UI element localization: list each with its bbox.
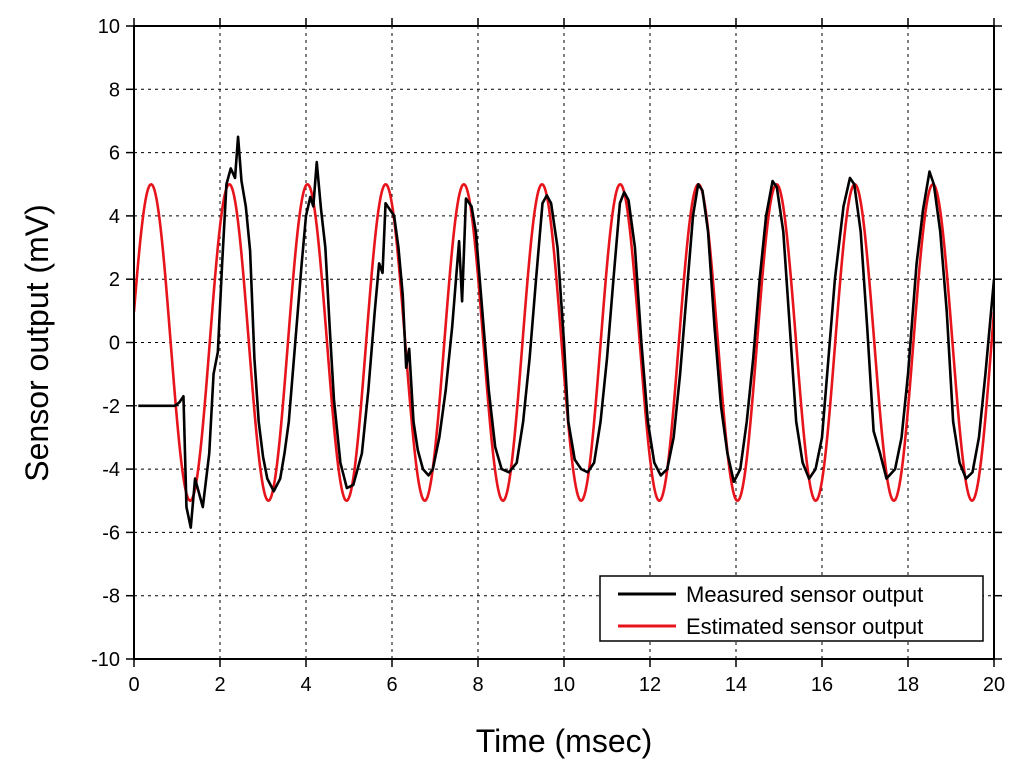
x-tick-label: 14 (725, 674, 747, 696)
y-axis-title: Sensor output (mV) (19, 204, 55, 481)
x-axis-title: Time (msec) (476, 723, 653, 759)
series-line-measured (138, 135, 994, 529)
y-tick-label: 6 (109, 143, 120, 165)
y-tick-label: 8 (109, 79, 120, 101)
legend-label-measured: Measured sensor output (686, 582, 923, 607)
x-tick-label: 10 (553, 674, 575, 696)
legend-label-estimated: Estimated sensor output (686, 614, 923, 639)
series-line-estimated (134, 182, 994, 503)
y-tick-label: -8 (102, 586, 120, 608)
x-tick-label: 18 (897, 674, 919, 696)
plot-frame (133, 25, 995, 660)
y-tick-label: 2 (109, 269, 120, 291)
y-tick-labels: -10 -8 -6 -4 -2 0 2 4 6 8 10 (91, 16, 120, 671)
x-tick-label: 20 (983, 674, 1005, 696)
legend-box (599, 575, 984, 642)
axis-ticks (126, 18, 1002, 667)
x-tick-label: 8 (472, 674, 483, 696)
x-tick-label: 0 (128, 674, 139, 696)
x-tick-label: 4 (300, 674, 311, 696)
x-tick-label: 2 (214, 674, 225, 696)
y-tick-label: -2 (102, 396, 120, 418)
y-tick-label: -4 (102, 459, 120, 481)
y-tick-label: -6 (102, 522, 120, 544)
x-tick-label: 6 (386, 674, 397, 696)
x-tick-label: 12 (639, 674, 661, 696)
x-tick-labels: 0 2 4 6 8 10 12 14 16 18 20 (128, 674, 1005, 696)
y-tick-label: 4 (109, 206, 120, 228)
y-tick-label: 0 (109, 333, 120, 355)
x-tick-label: 16 (811, 674, 833, 696)
y-tick-label: 10 (98, 16, 120, 38)
y-tick-label: -10 (91, 649, 120, 671)
legend: Measured sensor output Estimated sensor … (599, 575, 984, 642)
series-lines (134, 135, 994, 529)
